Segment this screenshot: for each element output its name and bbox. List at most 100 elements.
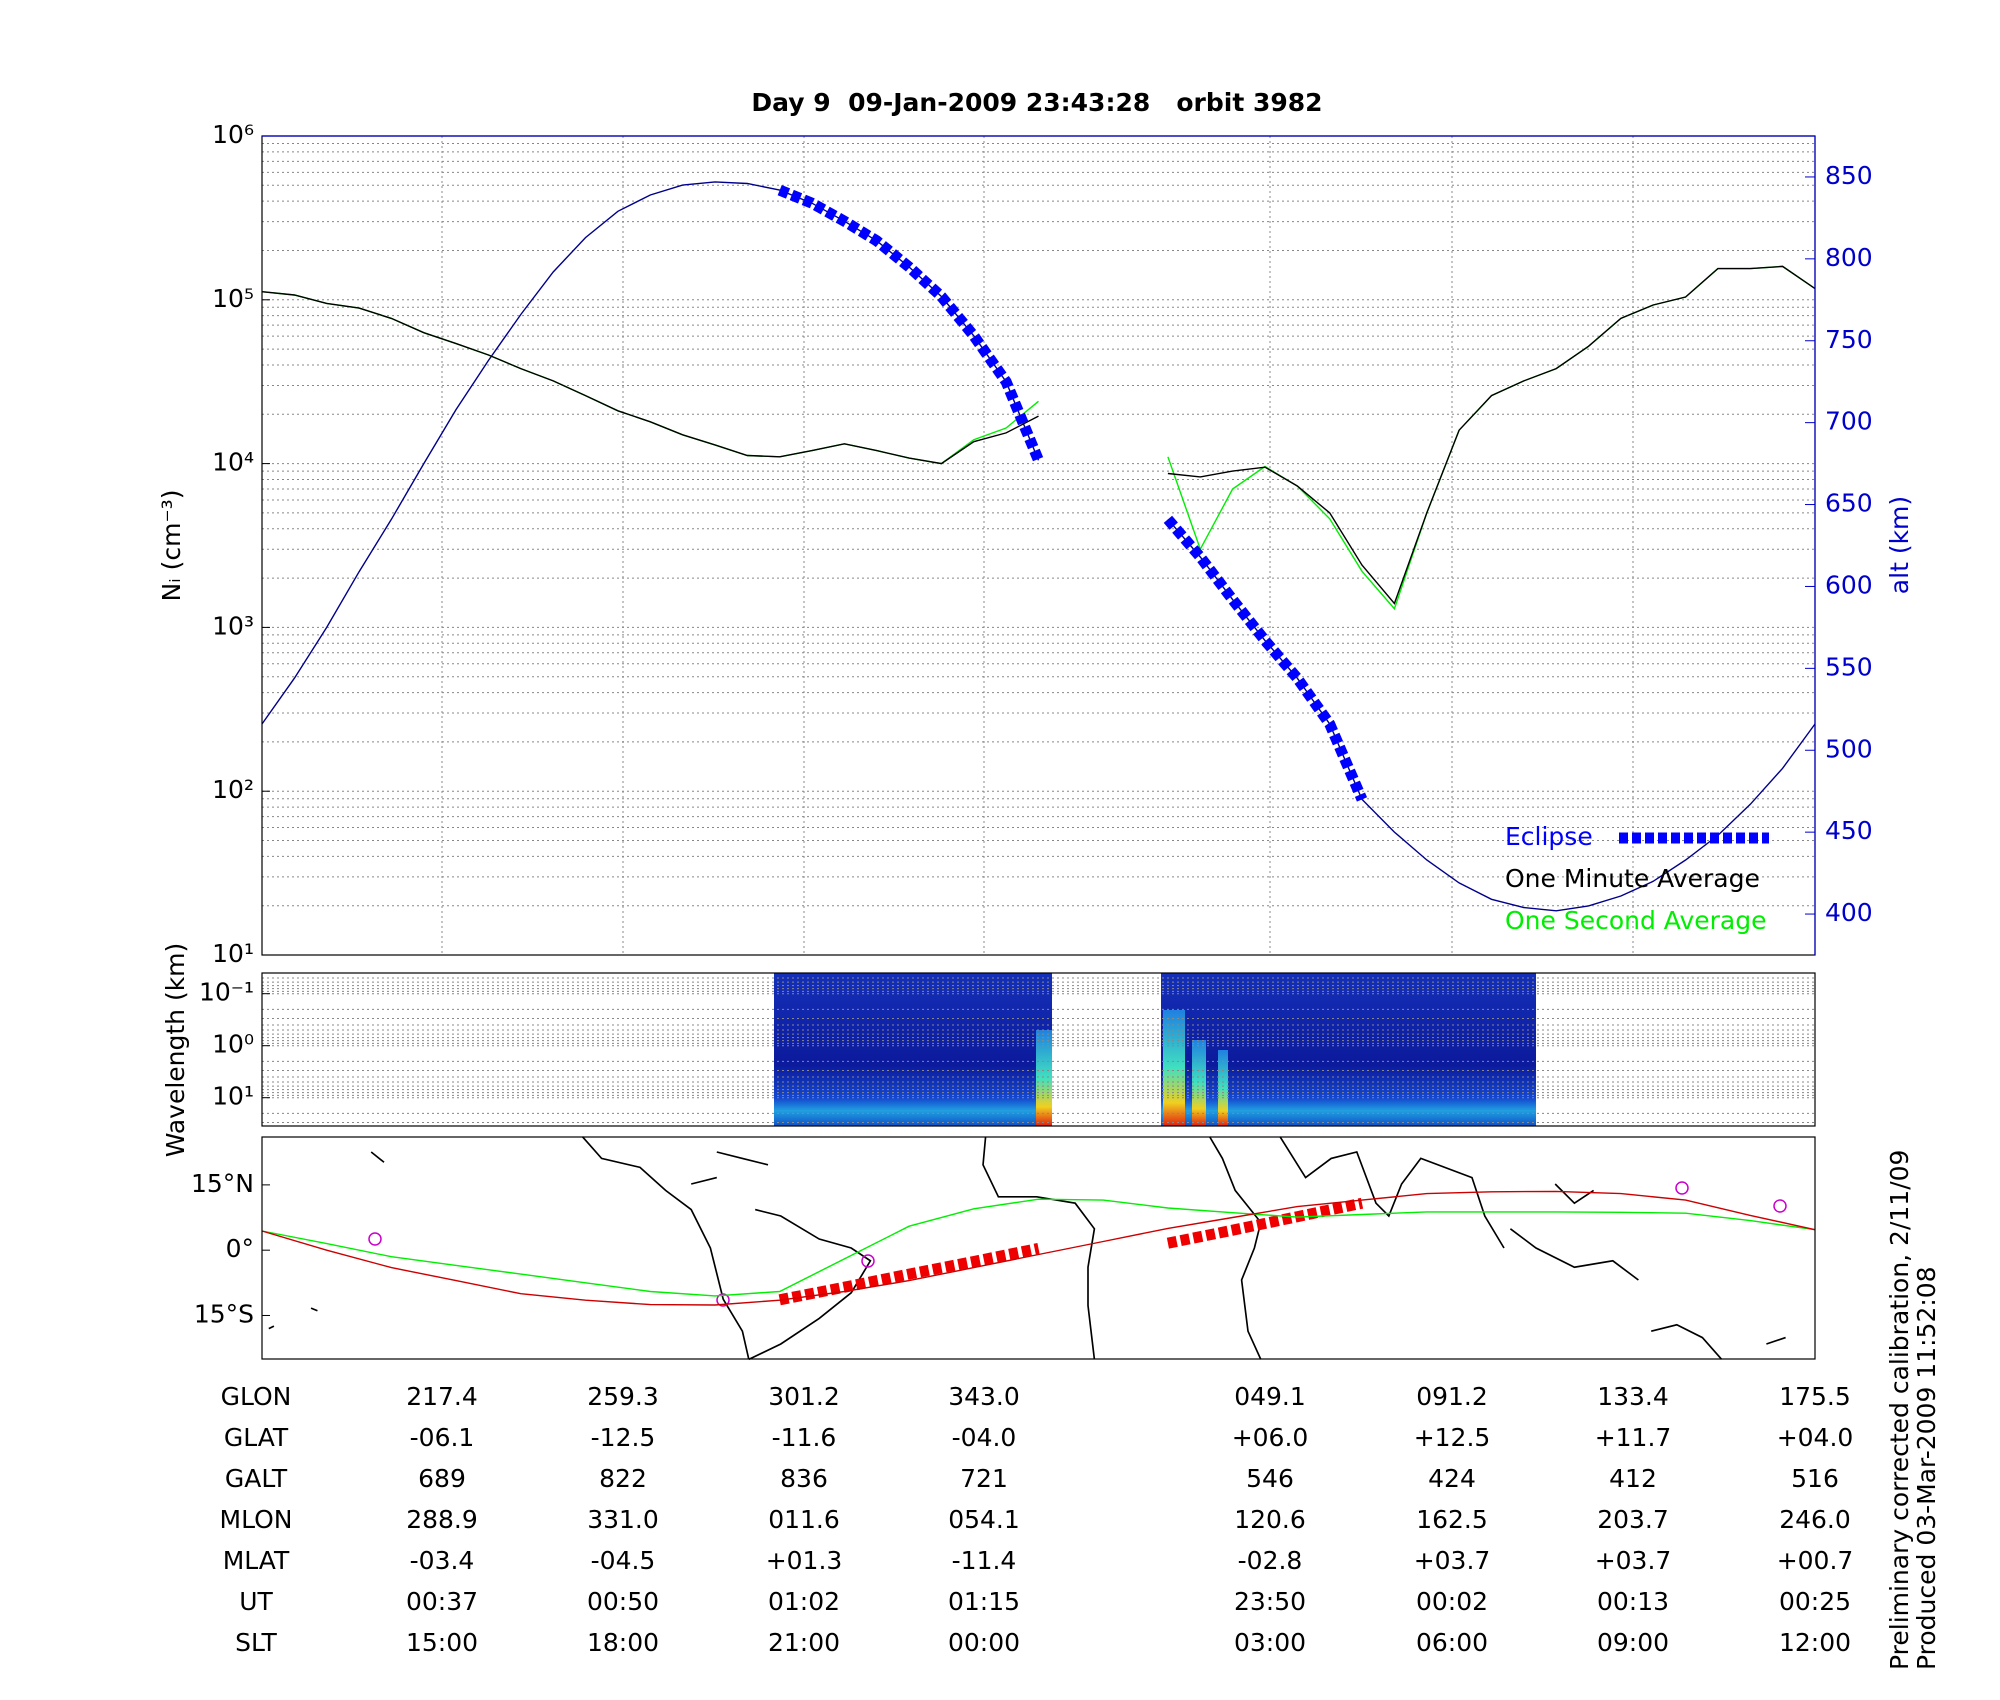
y2-tick-label: 550 xyxy=(1825,652,1873,681)
table-cell: 00:25 xyxy=(1779,1587,1851,1616)
table-cell: 546 xyxy=(1246,1464,1294,1493)
row-label: SLT xyxy=(235,1628,277,1657)
table-cell: 203.7 xyxy=(1597,1505,1669,1534)
series-line xyxy=(261,265,1816,611)
table-cell: 091.2 xyxy=(1416,1382,1488,1411)
y-tick-label: 10⁵ xyxy=(212,284,254,313)
table-cell: +00.7 xyxy=(1777,1546,1854,1575)
y2-tick-label: 450 xyxy=(1825,816,1873,845)
spectrogram-block xyxy=(774,973,1052,1126)
series-line xyxy=(261,181,1816,912)
series-line xyxy=(261,1198,1816,1297)
row-label: GLON xyxy=(221,1382,292,1411)
table-cell: 00:13 xyxy=(1597,1587,1669,1616)
table-cell: 00:02 xyxy=(1416,1587,1488,1616)
coastlines xyxy=(268,1136,1786,1361)
table-cell: 412 xyxy=(1609,1464,1657,1493)
y2-axis-label: alt (km) xyxy=(1885,496,1914,594)
stars xyxy=(368,1181,1787,1307)
series-line xyxy=(261,1190,1816,1306)
star xyxy=(368,1232,382,1246)
note: Produced 03-Mar-2009 11:52:08 xyxy=(1912,1266,1941,1670)
table-cell: -11.6 xyxy=(772,1423,837,1452)
table-cell: 301.2 xyxy=(768,1382,840,1411)
star xyxy=(716,1293,730,1307)
row-label: UT xyxy=(239,1587,273,1616)
table-cell: -03.4 xyxy=(410,1546,475,1575)
legend-label: One Second Average xyxy=(1505,906,1766,935)
y2-tick-label: 750 xyxy=(1825,325,1873,354)
table-cell: +04.0 xyxy=(1777,1423,1854,1452)
y-tick-label: 10³ xyxy=(212,611,254,640)
star xyxy=(1675,1181,1689,1195)
table-cell: +11.7 xyxy=(1595,1423,1672,1452)
table-cell: -04.5 xyxy=(591,1546,656,1575)
y2-tick-label: 800 xyxy=(1825,243,1873,272)
table-cell: 18:00 xyxy=(587,1628,659,1657)
table-cell: 133.4 xyxy=(1597,1382,1669,1411)
table-cell: 162.5 xyxy=(1416,1505,1488,1534)
table-cell: -06.1 xyxy=(410,1423,475,1452)
y-axis-label: Wavelength (km) xyxy=(161,943,190,1158)
plot-frame xyxy=(261,972,1816,1127)
spectrogram-streak xyxy=(1163,1010,1185,1126)
plot-frame xyxy=(261,1136,1816,1360)
table-cell: 836 xyxy=(780,1464,828,1493)
y-tick-label: 10⁻¹ xyxy=(199,978,254,1007)
table-cell: 217.4 xyxy=(406,1382,478,1411)
table-cell: -11.4 xyxy=(952,1546,1017,1575)
row-label: MLON xyxy=(220,1505,293,1534)
y2-tick-label: 600 xyxy=(1825,570,1873,599)
table-cell: 331.0 xyxy=(587,1505,659,1534)
table-cell: 049.1 xyxy=(1234,1382,1306,1411)
table-cell: 516 xyxy=(1791,1464,1839,1493)
y-tick-label: 0° xyxy=(226,1234,254,1263)
note: Preliminary corrected calibration, 2/11/… xyxy=(1885,1150,1914,1670)
table-cell: 424 xyxy=(1428,1464,1476,1493)
star xyxy=(1773,1199,1787,1213)
y-tick-label: 15°N xyxy=(191,1169,254,1198)
y-tick-label: 10⁶ xyxy=(212,120,254,149)
row-label: MLAT xyxy=(223,1546,290,1575)
y-tick-label: 10⁰ xyxy=(212,1030,254,1059)
chart-title: Day 9 09-Jan-2009 23:43:28 orbit 3982 xyxy=(751,88,1322,117)
table-cell: +03.7 xyxy=(1414,1546,1491,1575)
table-cell: 15:00 xyxy=(406,1628,478,1657)
spectrogram-block xyxy=(1161,973,1536,1126)
star xyxy=(861,1254,875,1268)
series-line xyxy=(261,265,1816,605)
table-cell: 01:02 xyxy=(768,1587,840,1616)
y-tick-label: 15°S xyxy=(194,1299,254,1328)
y2-tick-label: 850 xyxy=(1825,161,1873,190)
table-cell: 343.0 xyxy=(948,1382,1020,1411)
table-cell: -02.8 xyxy=(1238,1546,1303,1575)
spectrogram-streak xyxy=(1036,1030,1052,1126)
table-cell: 06:00 xyxy=(1416,1628,1488,1657)
table-cell: 09:00 xyxy=(1597,1628,1669,1657)
table-cell: 21:00 xyxy=(768,1628,840,1657)
y2-tick-label: 500 xyxy=(1825,734,1873,763)
table-cell: +06.0 xyxy=(1232,1423,1309,1452)
table-cell: 12:00 xyxy=(1779,1628,1851,1657)
table-cell: 822 xyxy=(599,1464,647,1493)
table-cell: 721 xyxy=(960,1464,1008,1493)
table-cell: +01.3 xyxy=(766,1546,843,1575)
y-axis-label: Nᵢ (cm⁻³) xyxy=(157,490,186,602)
spectrogram-streak xyxy=(1218,1050,1228,1126)
table-cell: 054.1 xyxy=(948,1505,1020,1534)
y-tick-label: 10¹ xyxy=(212,939,254,968)
y-tick-label: 10¹ xyxy=(212,1082,254,1111)
table-cell: 689 xyxy=(418,1464,466,1493)
y-tick-label: 10² xyxy=(212,775,254,804)
table-cell: +03.7 xyxy=(1595,1546,1672,1575)
y2-tick-label: 400 xyxy=(1825,898,1873,927)
row-label: GLAT xyxy=(224,1423,289,1452)
table-cell: 23:50 xyxy=(1234,1587,1306,1616)
table-cell: -04.0 xyxy=(952,1423,1017,1452)
row-label: GALT xyxy=(225,1464,288,1493)
spectrogram xyxy=(774,973,1536,1126)
table-cell: 00:00 xyxy=(948,1628,1020,1657)
table-cell: 03:00 xyxy=(1234,1628,1306,1657)
y2-tick-label: 650 xyxy=(1825,489,1873,518)
table-cell: -12.5 xyxy=(591,1423,656,1452)
